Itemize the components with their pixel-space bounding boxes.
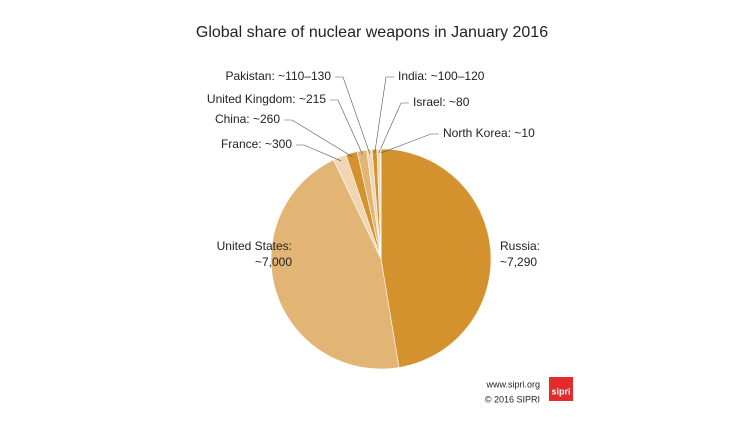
slice-label: Israel: ~80 (413, 95, 470, 109)
slice-label: China: ~260 (215, 112, 280, 126)
slice-label: France: ~300 (221, 137, 292, 151)
label-value: ~80 (449, 95, 470, 109)
label-value: ~7,290 (500, 255, 537, 269)
logo-text: sipri (551, 386, 570, 396)
label-value: ~100–120 (431, 69, 485, 83)
slice-label: Pakistan: ~110–130 (225, 69, 331, 83)
label-name: Russia: (500, 239, 540, 253)
label-name: China: (215, 112, 250, 126)
label-name: United States: (217, 239, 292, 253)
chart-title: Global share of nuclear weapons in Janua… (196, 24, 548, 41)
label-name: North Korea: (443, 126, 511, 140)
footer-copyright: © 2016 SIPRI (485, 394, 540, 404)
slice-label: United Kingdom: ~215 (207, 92, 326, 106)
label-name: Israel: (413, 95, 446, 109)
slice-label: North Korea: ~10 (443, 126, 535, 140)
label-value: ~300 (265, 137, 292, 151)
label-name: France: (221, 137, 262, 151)
label-value: ~7,000 (255, 255, 292, 269)
label-value: ~215 (299, 92, 326, 106)
label-name: United Kingdom: (207, 92, 296, 106)
label-value: ~260 (253, 112, 280, 126)
footer-url: www.sipri.org (485, 379, 540, 389)
label-value: ~110–130 (278, 69, 331, 83)
label-name: India: (398, 69, 427, 83)
slice-label: India: ~100–120 (398, 69, 485, 83)
label-name: Pakistan: (225, 69, 274, 83)
label-value: ~10 (514, 126, 535, 140)
